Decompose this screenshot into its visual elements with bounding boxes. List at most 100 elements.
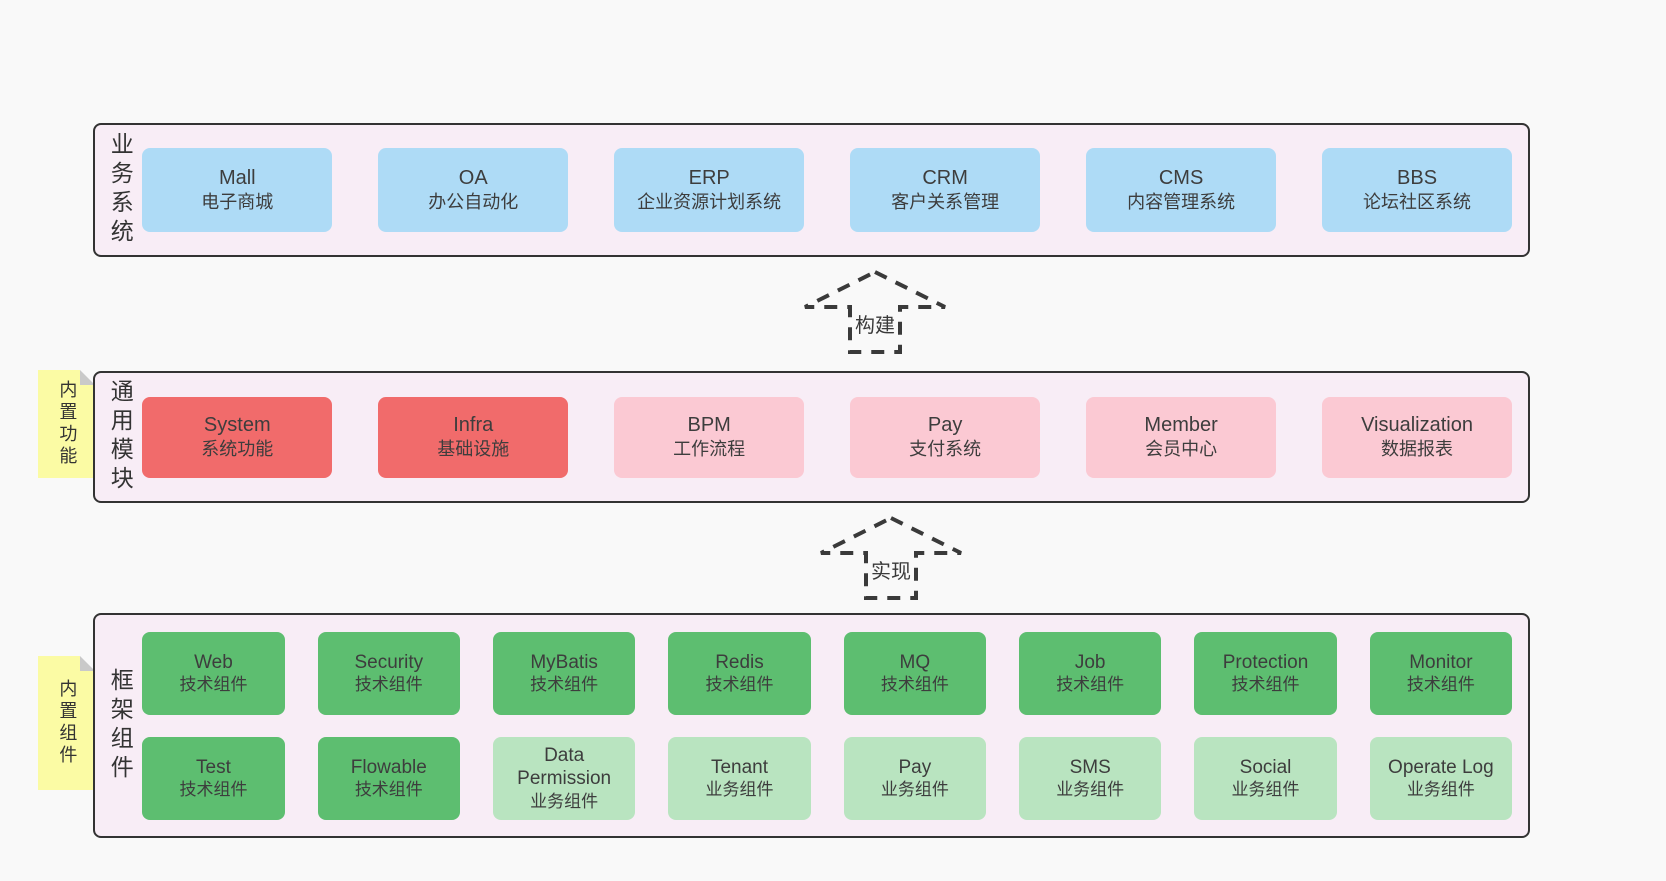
box-title: MyBatis [530, 651, 598, 673]
box-subtitle: 系统功能 [201, 439, 274, 460]
box-subtitle: 业务组件 [1406, 780, 1475, 800]
box-erp: ERP 企业资源计划系统 [614, 148, 805, 232]
box-mall: Mall 电子商城 [142, 148, 333, 232]
box-system: System 系统功能 [142, 396, 333, 478]
box-subtitle: 技术组件 [880, 675, 949, 695]
box-title: Tenant [710, 756, 769, 778]
box-title: BBS [1397, 167, 1438, 190]
box-title: Job [1074, 651, 1106, 673]
box-subtitle: 技术组件 [354, 675, 423, 695]
box-title: Member [1144, 414, 1218, 437]
box-title: Monitor [1409, 651, 1473, 673]
box-subtitle: 技术组件 [1056, 675, 1125, 695]
box-subtitle: 技术组件 [705, 675, 774, 695]
box-monitor: Monitor 技术组件 [1369, 631, 1513, 715]
box-title: Social [1239, 756, 1292, 778]
box-member: Member 会员中心 [1086, 396, 1277, 478]
box-title: System [203, 414, 271, 437]
layer-label-business: 业务系统 [107, 132, 134, 248]
box-title: MQ [899, 651, 931, 673]
box-subtitle: 业务组件 [1231, 780, 1300, 800]
box-operate-log: Operate Log 业务组件 [1369, 736, 1513, 820]
box-title: Infra [453, 414, 494, 437]
box-title: Data Permission [517, 744, 612, 790]
box-title: CMS [1158, 167, 1204, 190]
module-boxes: System 系统功能 Infra 基础设施 BPM 工作流程 Pay 支付系统… [142, 396, 1528, 478]
box-title: ERP [688, 167, 730, 190]
box-job: Job 技术组件 [1019, 631, 1162, 715]
up-arrow-icon [804, 269, 946, 354]
box-subtitle: 论坛社区系统 [1363, 192, 1472, 213]
box-subtitle: 业务组件 [880, 780, 949, 800]
arrow-build: 构建 [795, 266, 955, 358]
layer-label-modules: 通用模块 [107, 379, 134, 495]
note-label: 内置功能 [57, 380, 78, 468]
note-label: 内置组件 [57, 679, 78, 767]
note-built-in-features: 内置功能 [38, 370, 95, 478]
component-boxes: Web 技术组件 Security 技术组件 MyBatis 技术组件 Redi… [142, 631, 1528, 820]
box-subtitle: 业务组件 [1056, 780, 1125, 800]
box-subtitle: 技术组件 [354, 780, 423, 800]
box-social: Social 业务组件 [1194, 736, 1337, 820]
box-protection: Protection 技术组件 [1194, 631, 1337, 715]
box-subtitle: 会员中心 [1145, 439, 1218, 460]
box-subtitle: 办公自动化 [428, 192, 519, 213]
box-security: Security 技术组件 [317, 631, 460, 715]
box-crm: CRM 客户关系管理 [850, 148, 1041, 232]
box-title: Flowable [350, 756, 427, 778]
box-subtitle: 业务组件 [530, 792, 599, 812]
box-subtitle: 内容管理系统 [1127, 192, 1236, 213]
box-title: Security [354, 651, 424, 673]
box-subtitle: 电子商城 [201, 192, 274, 213]
business-boxes: Mall 电子商城 OA 办公自动化 ERP 企业资源计划系统 CRM 客户关系… [142, 148, 1528, 232]
box-subtitle: 技术组件 [530, 675, 599, 695]
box-title: Web [194, 651, 233, 673]
box-cms: CMS 内容管理系统 [1086, 148, 1277, 232]
box-mq: MQ 技术组件 [843, 631, 987, 715]
note-built-in-components: 内置组件 [38, 656, 95, 790]
box-title: Pay [927, 414, 963, 437]
box-subtitle: 基础设施 [437, 439, 510, 460]
layer-label-components: 框架组件 [107, 667, 134, 784]
box-subtitle: 客户关系管理 [891, 192, 1000, 213]
layer-common-modules: 通用模块 System 系统功能 Infra 基础设施 BPM 工作流程 Pay… [93, 371, 1530, 503]
box-pay-component: Pay 业务组件 [843, 736, 987, 820]
box-title: BPM [687, 414, 731, 437]
box-subtitle: 支付系统 [909, 439, 982, 460]
box-bbs: BBS 论坛社区系统 [1322, 148, 1513, 232]
box-redis: Redis 技术组件 [668, 631, 811, 715]
box-flowable: Flowable 技术组件 [317, 736, 460, 820]
box-title: SMS [1069, 756, 1111, 778]
box-title: CRM [922, 167, 968, 190]
box-subtitle: 企业资源计划系统 [637, 192, 782, 213]
box-title: Operate Log [1388, 756, 1494, 778]
box-web: Web 技术组件 [142, 631, 285, 715]
box-tenant: Tenant 业务组件 [668, 736, 811, 820]
box-title: Redis [715, 651, 764, 673]
layer-framework-components: 框架组件 Web 技术组件 Security 技术组件 MyBatis 技术组件… [93, 613, 1530, 838]
box-data-permission: Data Permission 业务组件 [492, 736, 636, 820]
box-subtitle: 技术组件 [1231, 675, 1300, 695]
box-title: Test [196, 756, 231, 778]
box-bpm: BPM 工作流程 [614, 396, 805, 478]
box-sms: SMS 业务组件 [1019, 736, 1162, 820]
box-mybatis: MyBatis 技术组件 [492, 631, 636, 715]
arrow-implement: 实现 [811, 512, 971, 604]
box-subtitle: 技术组件 [179, 675, 248, 695]
layer-business-systems: 业务系统 Mall 电子商城 OA 办公自动化 ERP 企业资源计划系统 CRM… [93, 123, 1530, 257]
box-infra: Infra 基础设施 [378, 396, 569, 478]
arrow-build-label: 构建 [852, 308, 898, 339]
box-subtitle: 数据报表 [1381, 439, 1454, 460]
box-title: Mall [218, 167, 256, 190]
box-subtitle: 技术组件 [1406, 675, 1475, 695]
box-title: Visualization [1361, 414, 1473, 437]
box-title: Pay [898, 756, 932, 778]
box-test: Test 技术组件 [142, 736, 285, 820]
up-arrow-icon [820, 515, 962, 600]
box-pay-module: Pay 支付系统 [850, 396, 1041, 478]
arrow-implement-label: 实现 [868, 554, 914, 585]
box-title: Protection [1222, 651, 1309, 673]
box-oa: OA 办公自动化 [378, 148, 569, 232]
box-subtitle: 工作流程 [673, 439, 746, 460]
box-subtitle: 业务组件 [705, 780, 774, 800]
